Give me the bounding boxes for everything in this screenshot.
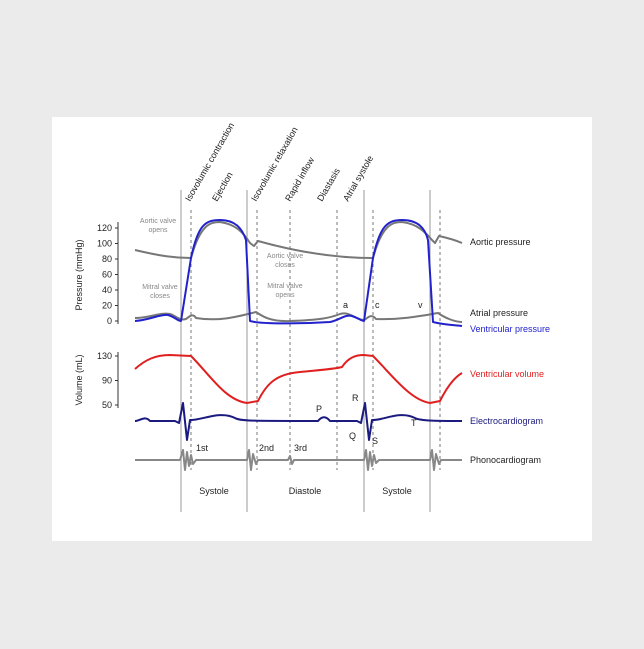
trace-label: Atrial pressure: [470, 308, 528, 318]
note: opens: [148, 227, 168, 234]
note: Aortic valve: [140, 218, 176, 225]
wave-label: T: [411, 418, 417, 428]
note: opens: [275, 292, 295, 299]
note: Aortic valve: [267, 253, 303, 260]
tick-label: 40: [102, 285, 112, 295]
period-label: Systole: [382, 486, 412, 496]
wave-label: c: [375, 300, 380, 310]
ventricular-pressure-curve: [134, 219, 463, 327]
pressure-axis-label: Pressure (mmHg): [74, 239, 84, 310]
tick-label: 120: [97, 223, 112, 233]
tick-label: 100: [97, 239, 112, 249]
trace-label: Ventricular pressure: [470, 324, 550, 334]
tick-label: 0: [107, 316, 112, 326]
note: closes: [275, 262, 295, 269]
tick-label: 50: [102, 400, 112, 410]
tick-label: 90: [102, 376, 112, 386]
sound-label: 2nd: [259, 443, 274, 453]
note: Mitral valve: [142, 284, 178, 291]
valve-notes: Aortic valve opens Aortic valve closes M…: [140, 218, 303, 300]
volume-axis-label: Volume (mL): [74, 354, 84, 405]
wave-label: Q: [349, 431, 356, 441]
wave-label: S: [372, 436, 378, 446]
ecg-curve: [134, 402, 463, 441]
wave-label: R: [352, 393, 359, 403]
note: closes: [150, 293, 170, 300]
trace-label: Phonocardiogram: [470, 455, 541, 465]
note: Mitral valve: [267, 283, 303, 290]
wave-label: v: [418, 300, 423, 310]
tick-label: 130: [97, 351, 112, 361]
wave-label: P: [316, 404, 322, 414]
phonocardiogram-curve: [135, 449, 462, 471]
aortic-pressure-curve: [134, 221, 463, 259]
period-label: Diastole: [289, 486, 322, 496]
trace-label: Ventricular volume: [470, 369, 544, 379]
ventricular-volume-curve: [134, 354, 463, 404]
wave-label: a: [343, 300, 348, 310]
tick-label: 60: [102, 270, 112, 280]
trace-label: Electrocardiogram: [470, 416, 543, 426]
tick-label: 80: [102, 254, 112, 264]
phase-lines: [180, 190, 441, 512]
sound-label: 1st: [196, 443, 209, 453]
period-label: Systole: [199, 486, 229, 496]
card: [52, 117, 592, 541]
trace-label: Aortic pressure: [470, 237, 531, 247]
tick-label: 20: [102, 301, 112, 311]
sound-label: 3rd: [294, 443, 307, 453]
